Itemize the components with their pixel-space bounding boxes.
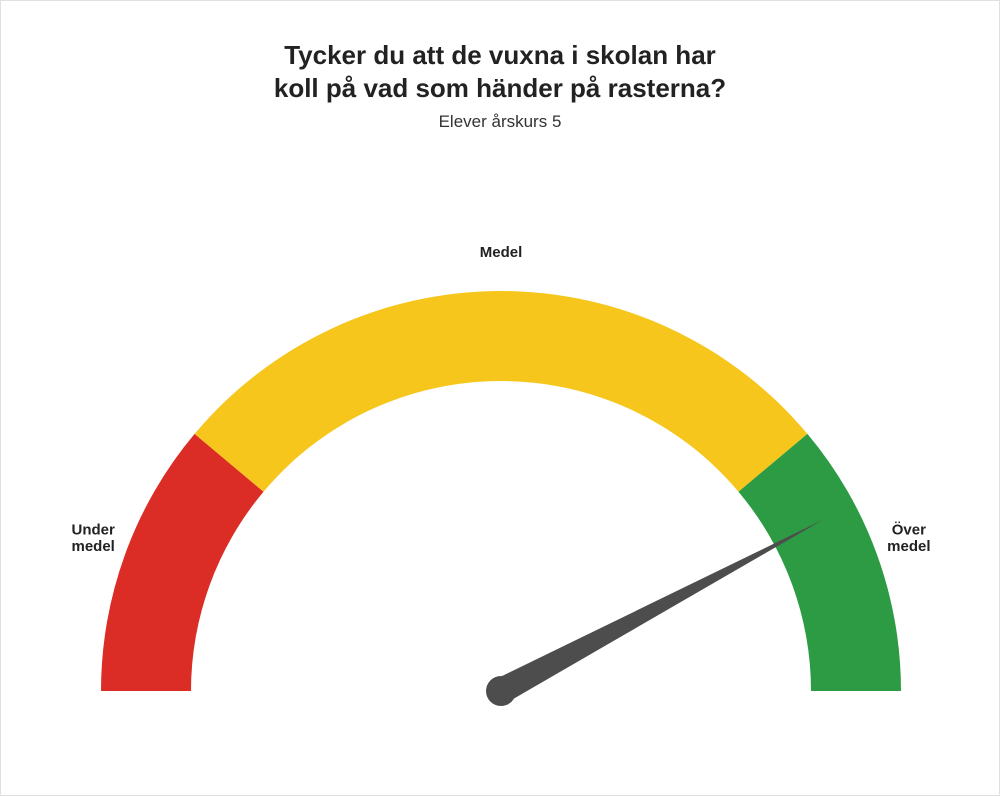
gauge-segment-2 — [738, 434, 901, 691]
title-line-2: koll på vad som händer på rasterna? — [1, 72, 999, 105]
gauge-container: Undermedel Medel Övermedel — [1, 171, 1000, 761]
subtitle: Elever årskurs 5 — [1, 112, 999, 132]
chart-frame: Tycker du att de vuxna i skolan har koll… — [0, 0, 1000, 796]
title-block: Tycker du att de vuxna i skolan har koll… — [1, 39, 999, 132]
gauge-segment-label-1: Medel — [480, 244, 523, 261]
gauge-segment-1 — [195, 291, 808, 492]
gauge-hub — [486, 676, 516, 706]
gauge-segment-0 — [101, 434, 264, 691]
gauge-segment-label-2: Övermedel — [887, 521, 930, 555]
gauge-chart: Undermedel Medel Övermedel — [1, 171, 1000, 761]
title-line-1: Tycker du att de vuxna i skolan har — [1, 39, 999, 72]
gauge-segment-label-0: Undermedel — [71, 521, 115, 555]
gauge-needle — [495, 520, 823, 703]
